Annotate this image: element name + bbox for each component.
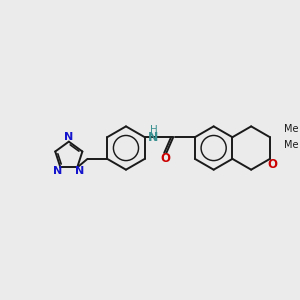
Text: H: H xyxy=(150,125,158,135)
Text: O: O xyxy=(160,152,170,165)
Text: O: O xyxy=(267,158,277,171)
Text: N: N xyxy=(75,166,84,176)
Text: N: N xyxy=(148,131,159,144)
Text: Me: Me xyxy=(284,140,298,150)
Text: N: N xyxy=(64,132,74,142)
Text: Me: Me xyxy=(284,124,298,134)
Text: N: N xyxy=(53,166,62,176)
